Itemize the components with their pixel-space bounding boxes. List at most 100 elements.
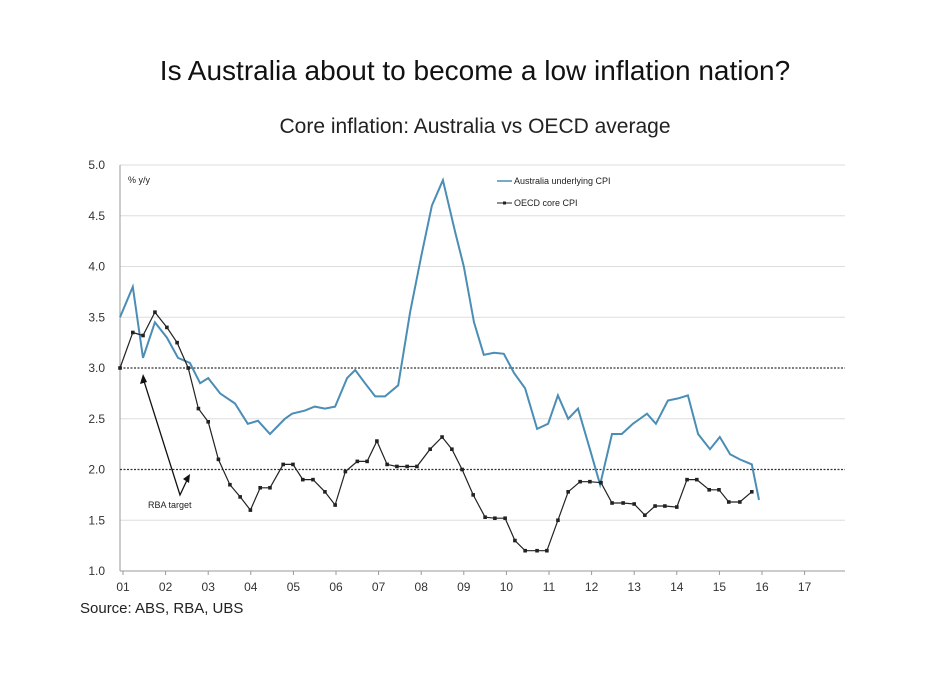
oecd-data-point <box>130 330 135 335</box>
x-tick-label: 14 <box>670 580 684 594</box>
oecd-data-point <box>206 419 210 424</box>
oecd-data-point <box>216 457 221 462</box>
chart-title: Is Australia about to become a low infla… <box>159 55 791 86</box>
oecd-data-point <box>535 548 539 553</box>
oecd-data-point <box>228 482 232 487</box>
chart-subtitle: Core inflation: Australia vs OECD averag… <box>279 115 671 138</box>
oecd-data-point <box>685 477 689 482</box>
oecd-data-point <box>365 459 369 464</box>
y-tick-label: 2.0 <box>88 463 105 477</box>
oecd-data-point <box>566 490 570 494</box>
oecd-data-point <box>599 480 603 485</box>
oecd-data-point <box>663 504 667 508</box>
oecd-data-point <box>695 477 699 482</box>
oecd-data-point <box>513 538 517 543</box>
reference-lines <box>120 367 845 471</box>
oecd-data-point <box>118 366 122 370</box>
x-tick-label: 02 <box>159 580 173 594</box>
legend-marker-oecd <box>503 201 506 205</box>
oecd-data-point <box>675 505 679 509</box>
y-tick-label: 2.5 <box>88 412 105 426</box>
oecd-data-point <box>300 477 305 482</box>
oecd-data-point <box>323 490 327 494</box>
series-lines <box>118 177 760 553</box>
oecd-data-point <box>621 501 625 505</box>
oecd-data-point <box>632 502 636 506</box>
x-axis: 01 02 03 04 05 06 07 08 09 10 11 12 13 14 15 16 17 <box>116 571 812 594</box>
arrowhead-icon <box>140 374 147 384</box>
oecd-data-point <box>175 340 179 345</box>
oecd-data-point <box>343 469 348 474</box>
oecd-data-point <box>153 310 157 314</box>
x-tick-label: 06 <box>329 580 343 594</box>
x-tick-label: 08 <box>415 580 429 594</box>
x-tick-label: 03 <box>202 580 216 594</box>
oecd-data-point <box>291 462 295 467</box>
oecd-data-point <box>471 493 475 497</box>
x-tick-label: 01 <box>116 580 130 594</box>
oecd-data-point <box>610 501 614 505</box>
x-tick-label: 04 <box>244 580 258 594</box>
oecd-data-point <box>385 462 389 467</box>
oecd-data-point <box>333 503 337 507</box>
oecd-data-point <box>258 485 262 490</box>
oecd-data-point <box>428 447 432 451</box>
oecd-data-point <box>440 435 444 439</box>
oecd-data-point <box>578 479 582 484</box>
annotation-arrow <box>142 377 189 497</box>
oecd-data-point <box>281 462 285 467</box>
source-note: Source: ABS, RBA, UBS <box>80 600 244 617</box>
oecd-data-point <box>375 439 379 443</box>
arrowhead-icon <box>183 474 190 483</box>
x-tick-label: 09 <box>457 580 471 594</box>
oecd-data-point <box>643 513 647 517</box>
oecd-data-point <box>738 500 742 504</box>
oecd-data-point <box>196 406 201 411</box>
y-axis: 1.0 1.5 2.0 2.5 3.0 3.5 4.0 4.5 5.0 <box>88 158 105 578</box>
oecd-data-point <box>588 479 592 484</box>
x-tick-label: 16 <box>755 580 769 594</box>
oecd-data-point <box>311 477 315 482</box>
x-tick-label: 15 <box>713 580 727 594</box>
oecd-data-point <box>503 516 507 521</box>
legend-label-oecd: OECD core CPI <box>514 198 578 208</box>
legend: Australia underlying CPI OECD core CPI <box>497 176 611 208</box>
oecd-data-point <box>186 366 190 370</box>
rba-target-annotation: RBA target <box>140 374 192 510</box>
oecd-data-point <box>238 495 242 499</box>
annotation-label: RBA target <box>148 500 192 510</box>
y-axis-label: % y/y <box>128 175 151 185</box>
y-tick-label: 3.0 <box>88 361 105 375</box>
oecd-data-point <box>460 467 464 472</box>
oecd-data-point <box>248 508 253 512</box>
oecd-data-point <box>717 488 721 492</box>
oecd-data-point <box>355 459 360 464</box>
x-tick-label: 17 <box>798 580 812 594</box>
oecd-data-point <box>165 325 169 330</box>
x-tick-label: 11 <box>543 580 556 594</box>
oecd-data-point <box>707 488 711 492</box>
oecd-data-point <box>545 548 549 553</box>
oecd-data-point <box>556 518 560 523</box>
legend-label-australia: Australia underlying CPI <box>514 176 611 186</box>
oecd-data-point <box>483 515 487 520</box>
australia-cpi-line <box>119 177 760 501</box>
y-tick-label: 4.0 <box>88 260 105 274</box>
y-tick-label: 1.0 <box>88 564 105 578</box>
y-tick-label: 3.5 <box>88 310 105 324</box>
y-tick-label: 5.0 <box>88 158 105 172</box>
oecd-data-point <box>395 464 399 469</box>
x-tick-label: 12 <box>585 580 599 594</box>
oecd-data-point <box>523 548 527 553</box>
gridlines <box>119 164 845 572</box>
oecd-data-point <box>726 500 731 504</box>
oecd-data-point <box>493 516 497 521</box>
x-tick-label: 13 <box>628 580 642 594</box>
oecd-data-point <box>450 447 454 451</box>
y-tick-label: 1.5 <box>88 513 105 527</box>
oecd-data-point <box>141 333 145 338</box>
oecd-data-point <box>653 504 657 508</box>
x-tick-label: 07 <box>372 580 386 594</box>
oecd-data-point <box>415 464 419 469</box>
